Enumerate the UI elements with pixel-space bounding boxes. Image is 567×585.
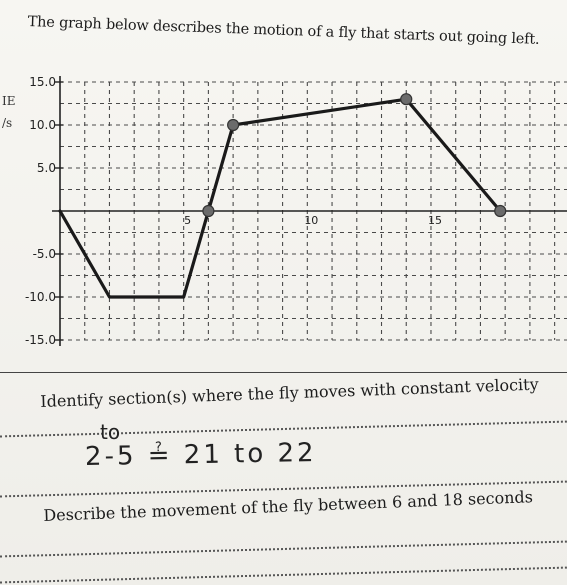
y-tick-label: -5.0 bbox=[33, 247, 56, 261]
section-divider bbox=[0, 372, 567, 373]
handwritten-answer: 2-5 ≟ 21 to 22 bbox=[84, 437, 317, 473]
x-tick-label: 15 bbox=[428, 214, 442, 227]
y-tick-label: 5.0 bbox=[37, 161, 56, 175]
data-point-marker bbox=[227, 118, 240, 132]
cropped-axis-label-1: IE bbox=[2, 94, 16, 108]
series-line bbox=[58, 97, 502, 299]
chart-series bbox=[58, 97, 502, 299]
chart-marked-points bbox=[202, 93, 507, 218]
y-tick-labels: 15.0 10.0 5.0 -5.0 -10.0 -15.0 bbox=[25, 75, 56, 347]
question-heading: The graph below describes the motion of … bbox=[27, 14, 540, 48]
y-tick-label: 15.0 bbox=[29, 75, 56, 89]
y-tick-label: 10.0 bbox=[29, 118, 56, 132]
answer-line-1 bbox=[0, 420, 567, 438]
velocity-time-chart: 15.0 10.0 5.0 -5.0 -10.0 -15.0 5 10 15 bbox=[25, 75, 567, 347]
question-constant-velocity: Identify section(s) where the fly moves … bbox=[40, 374, 539, 411]
chart-axes bbox=[52, 76, 567, 346]
data-point-marker bbox=[202, 204, 215, 218]
cropped-axis-label-2: /s bbox=[2, 116, 13, 130]
answer-line-3 bbox=[0, 540, 567, 558]
data-point-marker bbox=[400, 93, 413, 106]
answer-line-4 bbox=[0, 566, 567, 584]
y-tick-label: -15.0 bbox=[25, 333, 56, 347]
y-tick-label: -10.0 bbox=[25, 290, 56, 304]
x-tick-label: 10 bbox=[304, 214, 318, 227]
handwritten-answer-top: to bbox=[100, 420, 121, 444]
x-tick-label: 5 bbox=[184, 214, 191, 227]
data-point-marker bbox=[494, 204, 507, 218]
x-tick-labels: 5 10 15 bbox=[184, 214, 442, 227]
